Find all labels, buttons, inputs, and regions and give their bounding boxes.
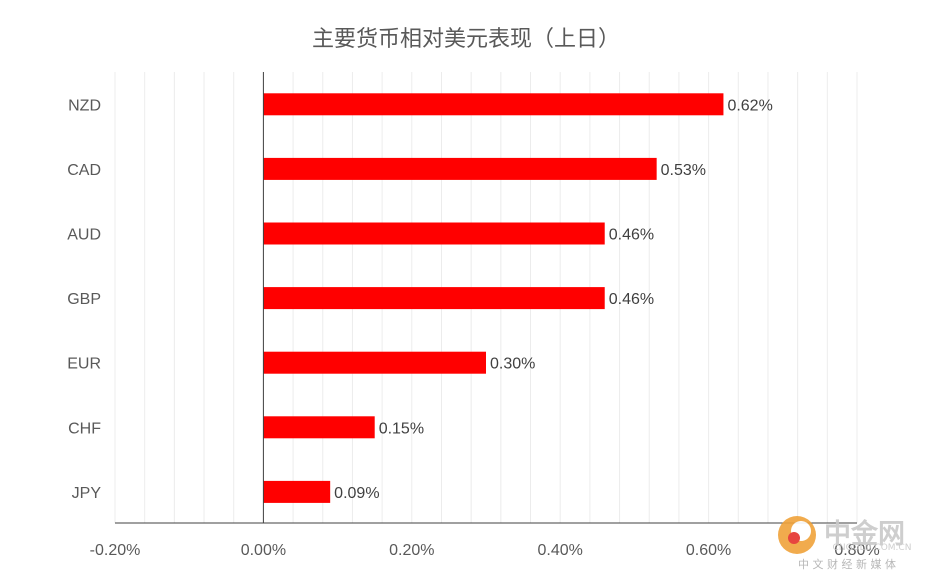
bar [263, 93, 724, 116]
data-label: 0.62% [727, 97, 772, 114]
data-label: 0.09% [334, 485, 379, 502]
category-label: EUR [67, 356, 101, 373]
cngold-logo-icon [778, 516, 816, 554]
data-label: 0.30% [490, 356, 535, 373]
data-label: 0.15% [379, 420, 424, 437]
category-label: CHF [68, 420, 101, 437]
watermark-name: 中金网 [824, 518, 905, 550]
x-tick-label: 0.80% [834, 542, 879, 559]
data-label: 0.46% [609, 291, 654, 308]
category-label: GBP [67, 291, 101, 308]
bar [263, 157, 657, 180]
category-label: JPY [72, 485, 102, 502]
x-tick-label: 0.20% [389, 542, 434, 559]
category-label: NZD [68, 97, 101, 114]
cngold-watermark: 中金网 CNGOLD.COM.CN 中 文 财 经 新 媒 体 [778, 516, 911, 571]
bar [263, 287, 605, 310]
labels: -0.20% 0.00% 0.20% 0.40% 0.60% 0.80% NZD 0.62% C… [67, 97, 879, 559]
x-tick-label: -0.20% [90, 542, 141, 559]
x-tick-label: 0.60% [686, 542, 731, 559]
x-tick-label: 0.40% [538, 542, 583, 559]
category-label: CAD [67, 162, 101, 179]
bar [263, 222, 605, 245]
bar [263, 351, 486, 374]
data-label: 0.46% [609, 227, 654, 244]
bar [263, 416, 375, 439]
bars [263, 93, 724, 503]
bar [263, 480, 331, 503]
axes [115, 72, 857, 524]
x-tick-label: 0.00% [241, 542, 286, 559]
watermark-tagline: 中 文 财 经 新 媒 体 [798, 557, 896, 571]
data-label: 0.53% [661, 162, 706, 179]
watermark-domain: CNGOLD.COM.CN [833, 543, 912, 553]
category-label: AUD [67, 227, 101, 244]
chart-title: 主要货币相对美元表现（上日） [312, 27, 620, 52]
